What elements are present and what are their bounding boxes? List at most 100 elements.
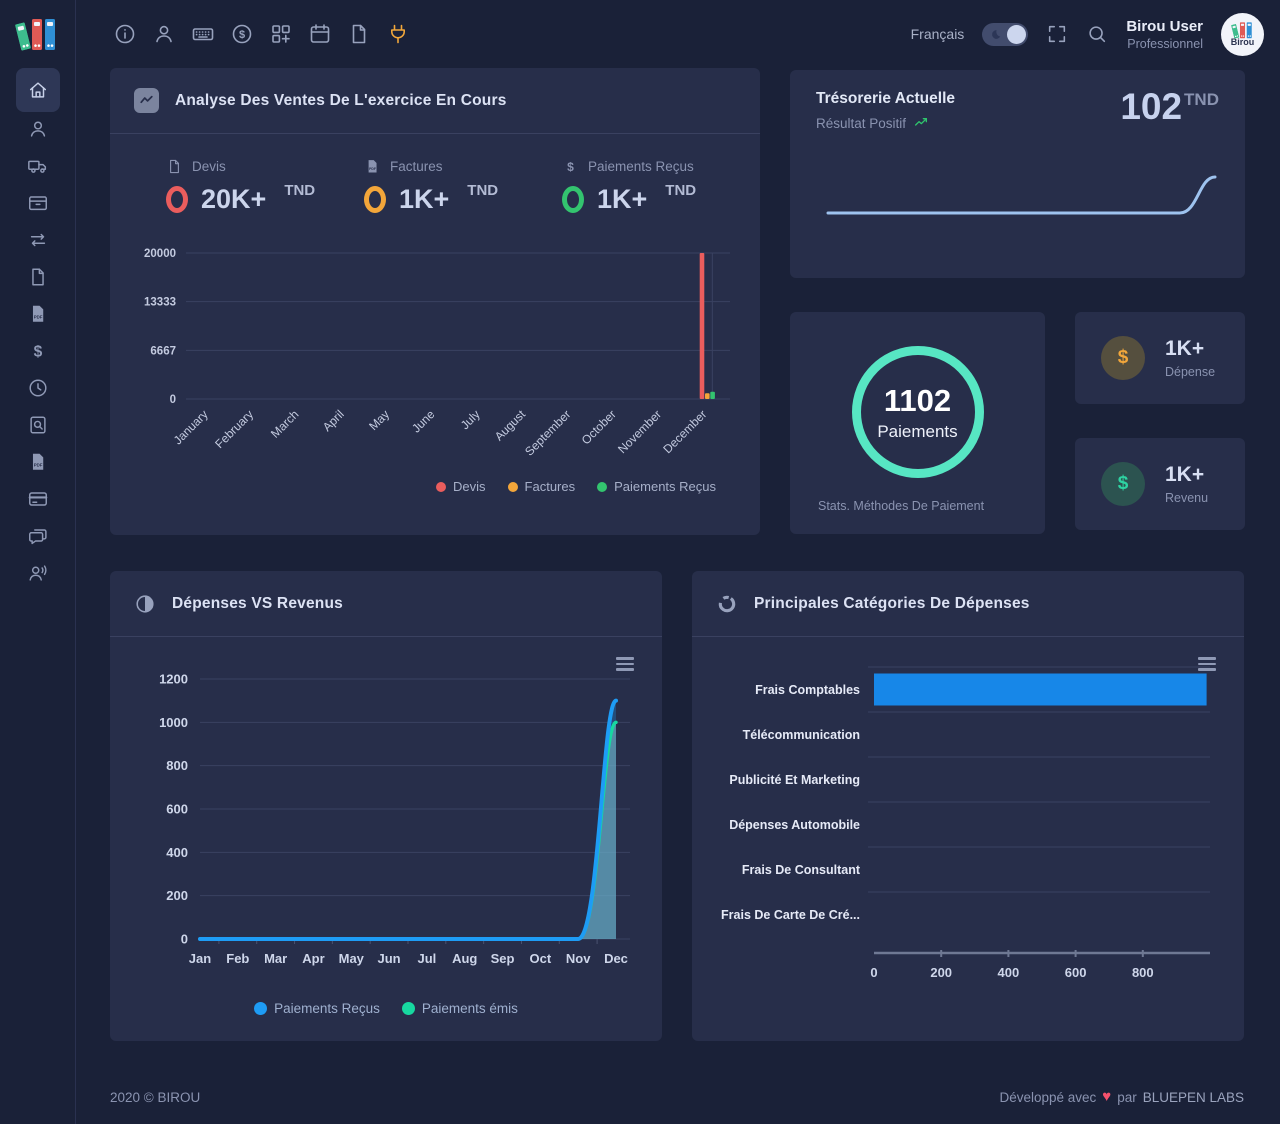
svg-text:Apr: Apr [302,951,324,966]
legend-dot [401,1002,415,1015]
svg-text:May: May [366,407,392,433]
legend-dot [436,481,447,492]
svg-text:Jul: Jul [418,951,437,966]
legend-item[interactable]: Paiements émis [401,1001,518,1016]
user-role: Professionnel [1127,36,1203,51]
mini-card-label: Dépense [1165,365,1216,379]
file-icon[interactable] [347,22,371,46]
avatar[interactable]: Birou [1221,12,1264,56]
svg-text:20000: 20000 [144,248,176,260]
topbar-icon-menu: $ [113,22,410,46]
treasury-card: Trésorerie Actuelle Résultat Positif 102… [790,70,1245,278]
search-icon[interactable] [1086,23,1108,45]
sidebar-item-archive[interactable] [26,191,50,215]
chart-menu-icon[interactable] [616,657,634,671]
made-with-label: Développé avec [999,1089,1097,1105]
sidebar-item-truck[interactable] [26,154,50,178]
brand-link[interactable]: BLUEPEN LABS [1142,1089,1244,1105]
apps-plus-icon[interactable] [269,22,293,46]
legend-label: Factures [524,479,576,494]
svg-text:Dec: Dec [604,951,628,966]
categories-bar-chart: Frais Comptables Télécommunication Publici… [692,655,1244,985]
categories-card-title: Principales Catégories De Dépenses [754,594,1030,612]
legend-item[interactable]: Factures [507,479,576,494]
sidebar-item-file-pdf[interactable]: PDF [26,450,50,474]
mini-cards-column: $ 1K+ Dépense $ 1K+ Revenu [1075,312,1245,534]
dark-mode-toggle[interactable] [982,22,1029,46]
calendar-icon[interactable] [308,22,332,46]
sidebar-item-file-search[interactable] [26,413,50,437]
sidebar-item-credit-card[interactable] [26,487,50,511]
svg-text:Aug: Aug [452,951,477,966]
stat-ring [166,186,188,213]
user-menu[interactable]: Birou User Professionnel [1126,18,1203,51]
svg-text:March: March [268,407,301,440]
sidebar: PDF $ PDF [0,68,75,1124]
svg-text:Jan: Jan [189,951,211,966]
mini-card-label: Revenu [1165,491,1209,505]
svg-text:June: June [409,407,438,436]
svg-text:1200: 1200 [159,672,188,687]
svg-text:July: July [458,407,483,432]
legend-dot [507,481,518,492]
svg-text:0: 0 [870,965,877,980]
svg-text:0: 0 [181,932,188,947]
app-logo[interactable] [0,15,75,53]
contrast-icon [134,593,156,615]
chart-menu-icon[interactable] [1198,657,1216,671]
svg-text:September: September [522,407,573,458]
expenses-area-chart: 0 200 400 600 800 1000 1200 Jan Feb Mar Apr May Jun J… [110,655,662,995]
sidebar-item-file-pdf[interactable]: PDF [26,302,50,326]
legend-item[interactable]: Paiements Reçus [254,1001,380,1016]
svg-text:May: May [339,951,365,966]
svg-text:Nov: Nov [566,951,591,966]
svg-text:400: 400 [166,845,188,860]
activity-icon [134,88,159,113]
file-icon [166,158,183,175]
legend-label: Paiements émis [421,1001,518,1016]
svg-text:$: $ [567,160,574,174]
keyboard-icon[interactable] [191,22,215,46]
mini-card-value: 1K+ [1165,463,1205,486]
svg-text:November: November [615,407,664,456]
sidebar-divider [75,0,76,1124]
sales-stat-0: Devis 20K+ TND [166,158,364,215]
expenses-vs-revenus-card: Dépenses VS Revenus 0 200 400 600 800 1000 120… [110,571,662,1041]
coin-icon[interactable]: $ [230,22,254,46]
sidebar-item-dollar[interactable]: $ [26,339,50,363]
stat-value: 1K+ [597,184,648,214]
svg-text:600: 600 [1065,965,1087,980]
svg-text:October: October [579,407,619,447]
plug-icon[interactable] [386,22,410,46]
svg-text:April: April [320,407,347,434]
svg-text:1000: 1000 [159,715,188,730]
legend-label: Paiements Reçus [274,1001,380,1016]
legend-item[interactable]: Paiements Reçus [597,479,716,494]
heart-icon: ♥ [1102,1087,1112,1105]
sales-stat-1: PDF Factures 1K+ TND [364,158,562,215]
info-icon[interactable] [113,22,137,46]
svg-text:Oct: Oct [530,951,552,966]
language-label: Français [910,26,965,42]
sidebar-item-transfer[interactable] [26,228,50,252]
avatar-label: Birou [1230,37,1255,47]
stat-value: 20K+ [201,184,267,214]
sidebar-item-clock[interactable] [26,376,50,400]
svg-text:PDF: PDF [369,167,376,171]
svg-text:Mar: Mar [264,951,287,966]
fullscreen-icon[interactable] [1046,23,1068,45]
birou-logo-icon [14,15,59,53]
sidebar-item-user[interactable] [26,117,50,141]
treasury-sparkline [790,108,1245,248]
user-icon[interactable] [152,22,176,46]
mini-card-value: 1K+ [1165,337,1205,360]
toggle-knob [1007,24,1027,44]
legend-item[interactable]: Devis [436,479,486,494]
dollar-icon: $ [1101,336,1145,380]
sidebar-item-file[interactable] [26,265,50,289]
stat-ring [562,186,584,213]
sidebar-item-user-voice[interactable] [26,561,50,585]
sidebar-item-home[interactable] [15,68,60,112]
sidebar-item-chat[interactable] [26,524,50,548]
svg-text:200: 200 [166,888,188,903]
